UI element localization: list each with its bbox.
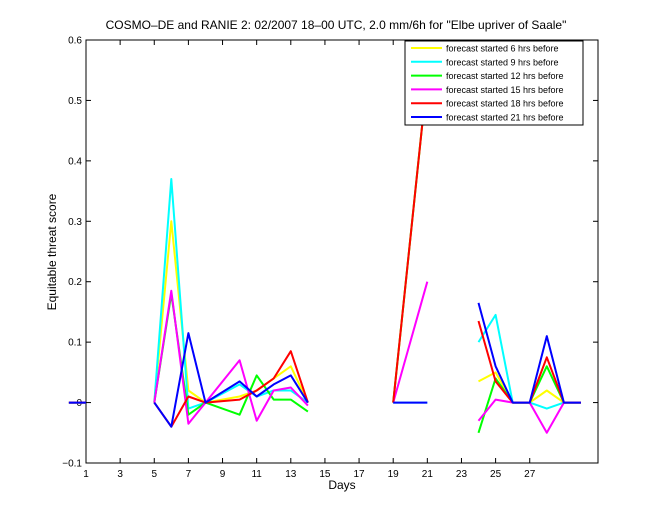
series-line: [153, 332, 309, 428]
series-line: [477, 302, 581, 404]
y-tick-label: 0.5: [68, 96, 82, 107]
legend: forecast started 6 hrs before forecast st…: [404, 40, 584, 126]
x-tick-label: 3: [117, 469, 123, 480]
x-tick-label: 23: [456, 469, 468, 480]
y-tick-label: 0.2: [68, 277, 82, 288]
x-tick-label: 21: [422, 469, 434, 480]
legend-entry: forecast started 6 hrs before: [446, 44, 559, 54]
y-tick-label: 0.1: [68, 338, 82, 349]
y-tick-label: −0.1: [62, 459, 82, 470]
x-tick-label: 17: [354, 469, 366, 480]
legend-entry: forecast started 9 hrs before: [446, 57, 559, 67]
x-tick-label: 5: [151, 469, 157, 480]
series-line: [392, 281, 429, 403]
series-line: [153, 350, 309, 428]
x-tick-label: 11: [251, 469, 262, 480]
legend-box: [404, 40, 584, 126]
x-tick-label: 27: [524, 469, 536, 480]
y-tick-label: 0.6: [68, 36, 82, 47]
legend-entry: forecast started 12 hrs before: [446, 71, 564, 81]
y-axis-label: Equitable threat score: [45, 193, 59, 310]
legend-entry: forecast started 21 hrs before: [446, 113, 564, 123]
x-tick-label: 19: [388, 469, 400, 480]
x-tick-label: 1: [83, 469, 89, 480]
x-tick-label: 25: [490, 469, 502, 480]
x-tick-label: 13: [285, 469, 297, 480]
chart-title: COSMO–DE and RANIE 2: 02/2007 18–00 UTC,…: [106, 18, 567, 32]
x-tick-label: 15: [319, 469, 331, 480]
x-tick-label: 9: [220, 469, 226, 480]
y-tick-label: 0.4: [68, 156, 82, 167]
legend-entry: forecast started 15 hrs before: [446, 85, 564, 95]
x-tick-label: 7: [186, 469, 192, 480]
series-line: [392, 76, 429, 403]
series-line: [153, 289, 309, 425]
series-line: [153, 220, 309, 404]
series-5: [68, 302, 581, 428]
legend-entry: forecast started 18 hrs before: [446, 99, 564, 109]
series-line: [153, 178, 309, 410]
x-axis-label: Days: [328, 478, 355, 492]
y-tick-label: 0.3: [68, 217, 82, 228]
